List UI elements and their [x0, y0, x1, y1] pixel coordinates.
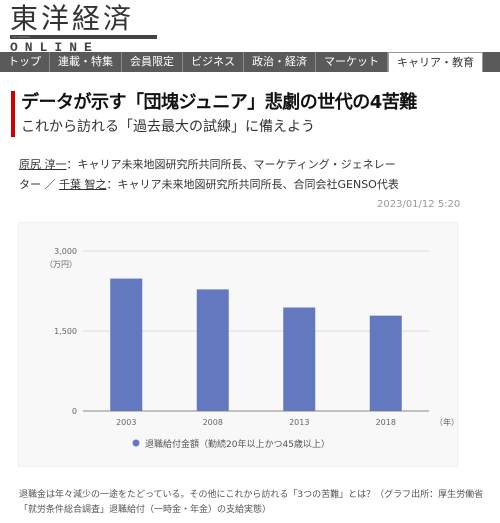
x-tick-label: 2018	[376, 418, 396, 427]
nav-item-market[interactable]: マーケット	[316, 52, 388, 72]
author-link-harajiri[interactable]: 原尻 淳一	[19, 158, 67, 171]
y-tick-label: 1,500	[54, 327, 77, 336]
article-title: データが示す「団塊ジュニア」悲劇の世代の4苦難	[21, 92, 417, 113]
nav-item-politics-economy[interactable]: 政治・経済	[244, 52, 316, 72]
y-tick-label: 0	[72, 407, 77, 416]
y-axis-unit-label: （万円）	[45, 260, 77, 269]
logo-main-text: 東洋経済	[10, 2, 135, 35]
nav-item-series[interactable]: 連載・特集	[50, 52, 122, 72]
main-nav: トップ 連載・特集 会員限定 ビジネス 政治・経済 マーケット キャリア・教育	[0, 52, 500, 72]
x-tick-label: 2003	[116, 418, 136, 427]
publish-date: 2023/01/12 5:20	[377, 199, 461, 210]
nav-item-members[interactable]: 会員限定	[122, 52, 183, 72]
author1-role: ：キャリア未来地図研究所共同所長、マーケティング・ジェネレーター ／	[19, 158, 396, 191]
bar-2018	[369, 315, 402, 411]
legend-label: 退職給付金額（勤続20年以上かつ45歳以上）	[145, 438, 330, 450]
bar-2013	[283, 307, 316, 411]
logo-bar	[10, 35, 157, 39]
x-axis-unit-label: （年）	[435, 417, 459, 427]
legend-marker	[132, 439, 140, 447]
logo-online-text: ONLINE	[10, 40, 99, 55]
x-tick-label: 2008	[203, 418, 223, 427]
bar-2003	[110, 278, 143, 411]
chart-container: 0 1,500 3,000 （万円） 2003 2008 2013 2018 （年） 退職給付金額…	[18, 222, 459, 467]
bar-chart: 0 1,500 3,000 （万円） 2003 2008 2013 2018 （年） 退職給付金額…	[45, 247, 459, 450]
x-tick-label: 2013	[289, 418, 309, 427]
figure-caption: 退職金は年々減少の一途をたどっている。その他にこれから訪れる「3つの苦難」とは？…	[19, 490, 484, 515]
bar-2008	[196, 289, 229, 411]
author2-role: ：キャリア未来地図研究所共同所長、合同会社GENSO代表	[106, 178, 399, 191]
author-link-chiba[interactable]: 千葉 智之	[59, 178, 107, 191]
y-tick-label: 3,000	[54, 247, 77, 256]
nav-item-career-education[interactable]: キャリア・教育	[388, 52, 483, 72]
article-header: データが示す「団塊ジュニア」悲劇の世代の4苦難 これから訪れる「過去最大の試練」…	[11, 91, 491, 137]
logo-sub-text: TOYOKEIZAI	[12, 35, 30, 39]
nav-item-top[interactable]: トップ	[0, 52, 50, 72]
site-logo[interactable]: 東洋経済 TOYOKEIZAI ONLINE	[10, 2, 160, 55]
nav-item-business[interactable]: ビジネス	[183, 52, 244, 72]
article-subtitle: これから訪れる「過去最大の試練」に備えよう	[21, 119, 315, 135]
author-info: 原尻 淳一：キャリア未来地図研究所共同所長、マーケティング・ジェネレーター ／ …	[19, 155, 399, 195]
